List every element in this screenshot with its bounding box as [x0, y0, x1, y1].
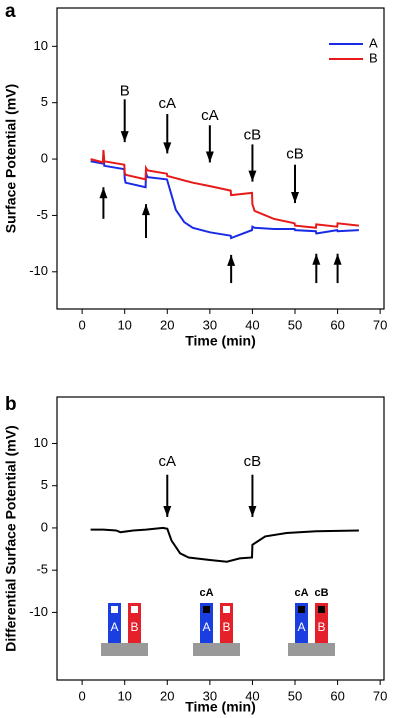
event-arrow-head [99, 187, 108, 199]
annotation: cA [159, 95, 177, 112]
x-tick-label: 40 [245, 317, 259, 332]
series-line [90, 149, 360, 229]
y-tick-label: 0 [41, 151, 48, 166]
plot-frame [56, 7, 385, 310]
inset-label: cB [314, 587, 328, 599]
legend-label: B [369, 50, 378, 65]
y-tick-label: 0 [41, 519, 48, 534]
x-tick-label: 10 [117, 317, 131, 332]
annotation: cB [244, 453, 262, 470]
sensor-label: A [297, 620, 305, 634]
x-tick-label: 70 [373, 317, 387, 332]
x-tick-label: 50 [288, 688, 302, 703]
sensor-marker [111, 606, 118, 613]
event-arrow-head [227, 254, 236, 266]
x-tick-label: 20 [160, 317, 174, 332]
annotation: B [120, 82, 130, 99]
sensor-label: B [130, 620, 138, 634]
y-tick-label: -10 [29, 263, 48, 278]
event-arrow-head [312, 253, 321, 265]
annotation-arrow-head [163, 142, 172, 154]
sensor-label: A [202, 620, 210, 634]
inset-label: cA [199, 587, 213, 599]
event-arrow-head [333, 253, 342, 265]
substrate [193, 643, 240, 656]
sensor-label: B [222, 620, 230, 634]
annotation: cB [286, 146, 304, 163]
annotation-arrow-head [291, 192, 300, 204]
sensor-marker [318, 606, 325, 613]
annotation: cB [244, 126, 262, 143]
annotation-arrow-head [163, 505, 172, 517]
x-tick-label: 60 [330, 317, 344, 332]
y-tick-label: 5 [41, 477, 48, 492]
x-tick-label: 10 [117, 688, 131, 703]
x-tick-label: 60 [330, 688, 344, 703]
x-tick-label: 40 [245, 688, 259, 703]
annotation-arrow-head [120, 131, 129, 143]
legend-label: A [369, 35, 378, 50]
y-axis-label: Differential Surface Potential (mV) [3, 425, 19, 651]
series-line [90, 155, 359, 240]
panel-label: a [5, 1, 16, 22]
annotation: cA [159, 453, 177, 470]
sensor-label: B [317, 620, 325, 634]
annotation-arrow-head [248, 170, 257, 182]
x-tick-label: 50 [288, 317, 302, 332]
plot-frame [56, 396, 385, 681]
event-arrow-head [141, 204, 150, 216]
annotation-arrow-head [248, 505, 257, 517]
x-axis-label: Time (min) [185, 333, 256, 349]
x-tick-label: 70 [373, 688, 387, 703]
panel-label: b [5, 394, 17, 415]
y-tick-label: -5 [36, 207, 48, 222]
annotation: cA [201, 107, 219, 124]
sensor-label: A [110, 620, 118, 634]
x-tick-label: 30 [203, 688, 217, 703]
x-tick-label: 30 [203, 317, 217, 332]
y-tick-label: -5 [36, 562, 48, 577]
inset-label: cA [294, 587, 308, 599]
sensor-marker [223, 606, 230, 613]
x-tick-label: 20 [160, 688, 174, 703]
series-line [90, 526, 359, 563]
substrate [101, 643, 148, 656]
sensor-marker [203, 606, 210, 613]
y-tick-label: 10 [34, 435, 48, 450]
y-tick-label: -10 [29, 604, 48, 619]
y-tick-label: 10 [34, 38, 48, 53]
y-axis-label: Surface Potential (mV) [3, 84, 19, 233]
sensor-marker [131, 606, 138, 613]
sensor-marker [298, 606, 305, 613]
x-tick-label: 0 [79, 317, 86, 332]
y-tick-label: 5 [41, 94, 48, 109]
x-axis-label: Time (min) [185, 699, 256, 715]
annotation-arrow-head [205, 151, 214, 163]
x-tick-label: 0 [79, 688, 86, 703]
substrate [288, 643, 335, 656]
